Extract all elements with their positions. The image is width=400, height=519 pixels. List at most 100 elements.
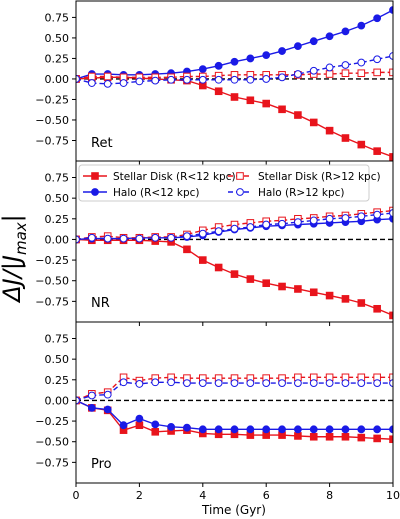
data-point: [309, 216, 318, 225]
panel-label: Pro: [91, 457, 112, 472]
data-point: [135, 380, 144, 388]
data-point: [103, 79, 112, 88]
data-point: [341, 432, 350, 441]
data-point: [325, 126, 334, 135]
data-point: [357, 379, 366, 388]
data-point: [389, 153, 393, 161]
data-point: [294, 70, 302, 78]
y-tick-label: 0.50: [45, 32, 70, 45]
data-point: [214, 379, 223, 388]
data-point: [341, 214, 350, 222]
data-point: [341, 61, 350, 69]
data-point: [246, 275, 255, 283]
data-point: [87, 233, 96, 242]
data-point: [357, 21, 366, 30]
legend-entry: Stellar Disk (R<12 kpc): [83, 171, 236, 183]
data-point: [151, 76, 160, 85]
data-point: [262, 51, 271, 60]
data-point: [214, 61, 223, 70]
data-point: [76, 396, 80, 405]
data-point: [76, 235, 80, 244]
data-point: [373, 434, 381, 443]
legend-label: Stellar Disk (R>12 kpc): [258, 171, 381, 183]
data-point: [389, 214, 393, 223]
y-tick-label: 0.75: [45, 172, 70, 185]
data-point: [119, 421, 128, 430]
data-point: [325, 70, 334, 78]
data-point: [278, 105, 286, 114]
data-point: [325, 291, 334, 300]
panel-label: Ret: [91, 136, 113, 151]
data-point: [167, 378, 176, 387]
data-point: [309, 66, 318, 75]
data-point: [341, 69, 350, 78]
y-tick-label: 0.00: [45, 394, 70, 407]
data-point: [294, 285, 302, 293]
data-point: [135, 414, 144, 423]
data-point: [246, 223, 255, 231]
panels: −0.75−0.50−0.250.000.250.500.75Ret−0.75−…: [35, 0, 400, 502]
y-tick-label: −0.25: [35, 93, 69, 106]
data-point: [103, 234, 112, 243]
data-point: [373, 304, 381, 313]
panel-label: NR: [91, 296, 110, 311]
x-tick-label: 2: [136, 489, 143, 502]
x-axis-label: Time (Gyr): [201, 503, 266, 517]
data-point: [230, 224, 239, 233]
data-point: [246, 75, 255, 84]
legend: Stellar Disk (R<12 kpc) Halo (R<12 kpc) St…: [78, 164, 381, 202]
legend-marker: [91, 188, 99, 196]
data-point: [325, 379, 334, 388]
data-point: [214, 425, 223, 434]
data-point: [294, 42, 302, 51]
legend-label: Halo (R>12 kpc): [258, 187, 345, 199]
data-point: [262, 99, 270, 108]
data-point: [294, 425, 302, 434]
y-axis-label: ΔJ/|Jmax|: [0, 214, 30, 304]
legend-entry: Stellar Disk (R>12 kpc): [228, 171, 381, 183]
data-point: [325, 63, 334, 72]
data-point: [103, 405, 112, 414]
data-point: [230, 270, 239, 278]
data-point: [230, 75, 239, 84]
x-tick-label: 8: [326, 489, 333, 502]
series-line: [76, 376, 393, 402]
data-point: [262, 279, 270, 287]
legend-entry: Halo (R>12 kpc): [228, 187, 345, 199]
data-point: [87, 391, 96, 400]
data-point: [373, 425, 382, 434]
data-point: [309, 37, 318, 46]
data-point: [246, 96, 255, 105]
legend-marker: [236, 172, 244, 180]
data-point: [103, 390, 112, 399]
data-point: [389, 425, 393, 434]
y-tick-label: −0.75: [35, 295, 69, 308]
data-point: [341, 134, 350, 142]
y-tick-label: 0.50: [45, 192, 70, 205]
y-tick-label: 0.25: [45, 52, 70, 65]
y-tick-label: 0.75: [45, 11, 70, 24]
panel-frame: [75, 321, 394, 484]
data-point: [183, 232, 191, 241]
data-point: [278, 73, 286, 82]
data-point: [389, 52, 393, 60]
data-point: [309, 425, 318, 434]
y-tick-label: −0.50: [35, 275, 69, 288]
data-point: [230, 93, 239, 101]
data-point: [151, 428, 160, 436]
data-point: [309, 432, 318, 441]
data-point: [135, 234, 144, 243]
data-point: [357, 140, 366, 149]
data-point: [357, 69, 366, 78]
data-point: [246, 54, 255, 63]
data-point: [325, 432, 334, 441]
data-point: [262, 75, 271, 83]
data-point: [278, 425, 286, 434]
data-point: [373, 55, 382, 64]
data-point: [389, 209, 393, 217]
data-point: [389, 435, 393, 444]
data-point: [325, 214, 334, 223]
data-point: [214, 263, 223, 272]
data-point: [183, 423, 191, 432]
